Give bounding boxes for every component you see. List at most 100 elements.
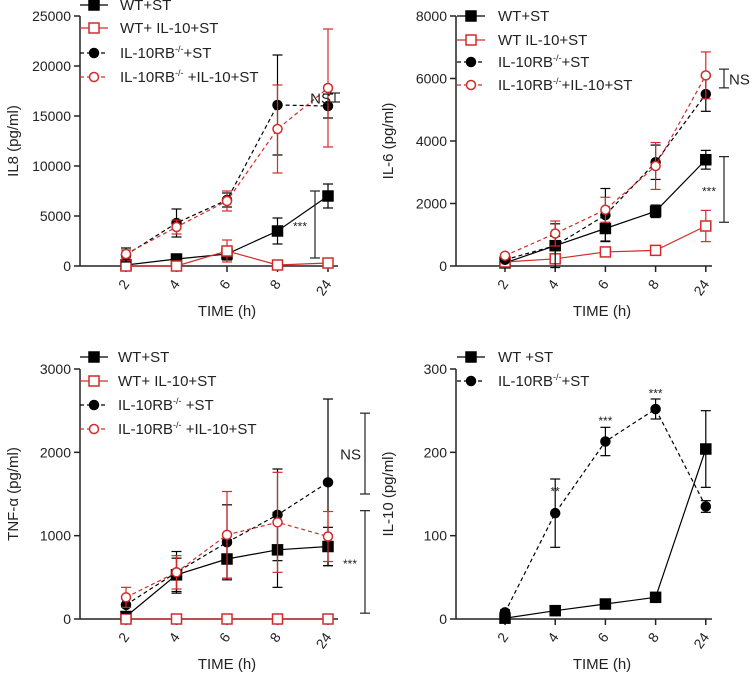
circle-marker xyxy=(88,71,100,83)
x-axis-title: TIME (h) xyxy=(198,656,256,673)
series-line xyxy=(504,75,707,257)
x-tick-label: 4 xyxy=(165,276,183,292)
significance-label: *** xyxy=(293,220,307,234)
x-tick-label: 8 xyxy=(266,629,284,645)
significance-bracket: *** xyxy=(293,190,320,259)
legend-label: IL-10RB-/-+ST xyxy=(498,53,589,71)
x-tick-label: 24 xyxy=(312,629,334,651)
x-tick-label: 24 xyxy=(690,276,712,298)
legend-label-rest: +IL-10+ST xyxy=(562,77,633,94)
legend-entry: IL-10RB-/- +IL-10+ST xyxy=(80,68,259,86)
series-IL-10RB-IL-10-ST xyxy=(499,51,712,261)
legend-label-sup: -/- xyxy=(553,53,562,63)
significance-bracket: *** xyxy=(702,156,729,223)
square-marker xyxy=(465,351,477,363)
circle-marker xyxy=(120,592,132,603)
circle-marker xyxy=(221,195,233,207)
square-marker xyxy=(170,260,183,272)
legend-label-base: WT IL-10+ST xyxy=(498,32,587,49)
x-tick-label: 2 xyxy=(494,629,512,645)
legend-label-base: WT+ IL-10+ST xyxy=(120,20,218,37)
legend-label-base: IL-10RB xyxy=(118,397,173,414)
square-marker xyxy=(88,22,100,34)
x-tick-label: 8 xyxy=(266,276,284,292)
y-tick-label: 300 xyxy=(424,361,448,377)
legend-label-rest: +ST xyxy=(562,54,590,71)
y-tick-label: 100 xyxy=(424,528,448,544)
x-tick-label: 4 xyxy=(544,629,562,645)
legend-label-base: WT+ST xyxy=(120,0,171,14)
circle-marker xyxy=(322,477,334,488)
legend-label: IL-10RB-/- +IL-10+ST xyxy=(118,420,257,438)
square-marker xyxy=(465,34,477,46)
x-axis-title: TIME (h) xyxy=(573,303,631,320)
circle-marker xyxy=(272,517,283,528)
x-tick-label: 4 xyxy=(165,629,183,645)
legend-label-base: WT +ST xyxy=(498,349,553,366)
x-tick-label: 6 xyxy=(594,629,612,645)
legend-entry: WT+ST xyxy=(80,349,169,366)
legend-entry: WT IL-10+ST xyxy=(457,32,587,49)
circle-marker xyxy=(600,204,611,215)
square-marker xyxy=(649,205,662,218)
x-tick-label: 6 xyxy=(216,629,234,645)
significance-bracket: NS xyxy=(340,412,370,495)
circle-marker xyxy=(465,79,477,91)
significance-label: *** xyxy=(702,184,716,198)
legend-label: IL-10RB-/-+ST xyxy=(498,372,589,390)
legend-label-rest: +ST xyxy=(184,45,212,62)
significance-label: ** xyxy=(551,485,561,499)
y-tick-label: 15000 xyxy=(32,108,71,124)
y-axis-title: TNF-α (pg/ml) xyxy=(5,447,22,541)
square-marker xyxy=(170,613,183,625)
legend-label-sup: -/- xyxy=(175,44,184,54)
series-line xyxy=(504,93,707,261)
y-tick-label: 20000 xyxy=(32,58,71,74)
significance-label: NS xyxy=(729,72,750,89)
series-IL-10RB-IL-10-ST xyxy=(120,471,334,608)
circle-marker xyxy=(221,529,233,541)
circle-marker xyxy=(499,607,511,618)
y-tick-label: 2000 xyxy=(416,196,447,212)
x-tick-label: 4 xyxy=(544,276,562,292)
y-tick-label: 25000 xyxy=(32,8,71,24)
legend-entry: IL-10RB-/- +IL-10+ST xyxy=(80,420,257,438)
legend-entry: WT +ST xyxy=(457,349,553,366)
square-marker xyxy=(700,154,712,166)
legend-label-rest: +ST xyxy=(182,397,214,414)
legend-entry: WT+ IL-10+ST xyxy=(80,373,216,390)
square-marker xyxy=(271,259,284,271)
legend-entry: IL-10RB-/-+IL-10+ST xyxy=(457,76,632,94)
x-axis-title: TIME (h) xyxy=(573,656,631,673)
legend-label-base: WT+ST xyxy=(118,349,169,366)
x-tick-label: 24 xyxy=(690,629,712,651)
series-line xyxy=(504,448,707,619)
circle-marker xyxy=(120,248,132,260)
circle-marker xyxy=(465,56,477,68)
legend-entry: IL-10RB-/-+ST xyxy=(457,372,589,390)
series-IL-10RB-ST xyxy=(499,398,712,618)
x-tick-label: 2 xyxy=(115,629,133,645)
y-tick-label: 6000 xyxy=(416,71,447,87)
series-WT-IL-10-ST xyxy=(120,239,334,272)
square-marker xyxy=(88,351,100,363)
circle-marker xyxy=(600,436,611,447)
square-marker xyxy=(271,613,284,625)
circle-marker xyxy=(549,507,561,519)
legend-label-sup: -/- xyxy=(553,372,562,382)
square-marker xyxy=(221,245,233,257)
y-tick-label: 4000 xyxy=(416,133,447,149)
legend-label: WT +ST xyxy=(498,349,553,366)
circle-marker xyxy=(322,82,334,94)
significance-label: *** xyxy=(598,414,612,428)
y-tick-label: 0 xyxy=(63,258,71,274)
y-tick-label: 2000 xyxy=(40,444,71,460)
x-tick-label: 8 xyxy=(644,276,662,292)
square-marker xyxy=(322,257,334,269)
circle-marker xyxy=(88,399,100,411)
significance-label: *** xyxy=(649,386,663,400)
legend-label-sup: -/- xyxy=(173,420,182,430)
legend-label: IL-10RB-/-+IL-10+ST xyxy=(498,76,632,94)
